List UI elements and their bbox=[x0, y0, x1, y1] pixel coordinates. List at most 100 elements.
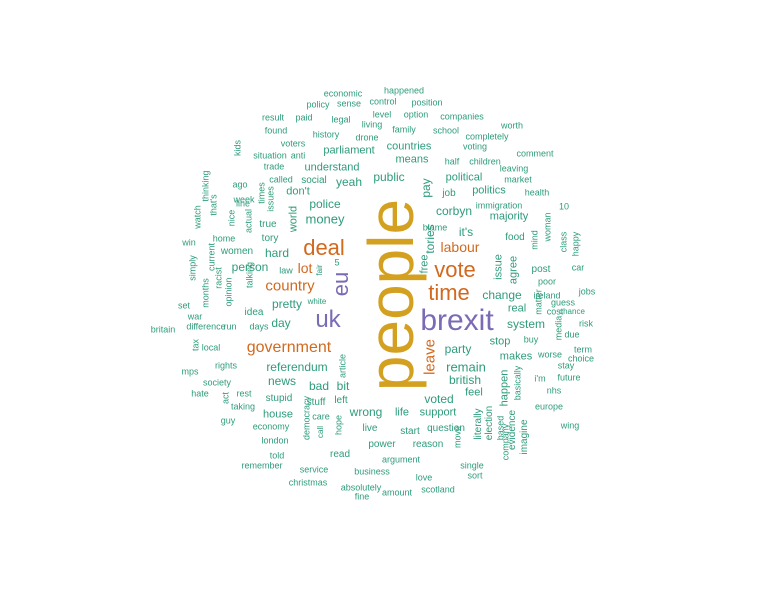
cloud-word: bit bbox=[336, 379, 350, 393]
cloud-word: days bbox=[249, 321, 269, 332]
cloud-word: britain bbox=[150, 324, 176, 335]
cloud-word: cost bbox=[546, 306, 564, 317]
cloud-word: win bbox=[182, 237, 196, 248]
cloud-word: government bbox=[246, 339, 332, 356]
cloud-word: election bbox=[484, 405, 495, 441]
cloud-word: world bbox=[287, 205, 300, 233]
cloud-word: act bbox=[220, 391, 231, 405]
cloud-word: left bbox=[334, 395, 348, 406]
cloud-word: post bbox=[531, 264, 551, 275]
cloud-word: set bbox=[177, 300, 191, 311]
cloud-word: fair bbox=[315, 264, 324, 276]
cloud-word: run bbox=[223, 321, 237, 332]
cloud-word: makes bbox=[499, 350, 533, 363]
cloud-word: london bbox=[261, 435, 289, 446]
cloud-word: real bbox=[507, 302, 527, 315]
cloud-word: called bbox=[269, 174, 293, 185]
cloud-word: true bbox=[259, 219, 277, 230]
cloud-word: drone bbox=[355, 132, 379, 143]
cloud-word: job bbox=[442, 188, 456, 199]
cloud-word: white bbox=[307, 297, 327, 306]
cloud-word: christmas bbox=[288, 477, 328, 488]
cloud-word: months bbox=[200, 278, 211, 308]
cloud-word: imagine bbox=[519, 419, 530, 455]
cloud-word: europe bbox=[534, 401, 564, 412]
cloud-word: class bbox=[558, 231, 569, 253]
cloud-word: pretty bbox=[271, 297, 303, 311]
cloud-word: stuff bbox=[306, 397, 326, 408]
cloud-word: comment bbox=[516, 148, 554, 159]
cloud-word: watch bbox=[192, 205, 203, 229]
cloud-word: tax bbox=[190, 338, 201, 352]
cloud-word: it's bbox=[458, 225, 474, 239]
cloud-word: issue bbox=[492, 254, 505, 280]
cloud-word: british bbox=[448, 373, 482, 387]
cloud-word: vote bbox=[434, 257, 476, 282]
cloud-word: free bbox=[418, 254, 431, 274]
cloud-word: stupid bbox=[265, 393, 293, 404]
cloud-word: service bbox=[299, 464, 329, 475]
cloud-word: means bbox=[395, 153, 429, 166]
cloud-word: history bbox=[312, 129, 340, 140]
cloud-word: result bbox=[261, 112, 285, 123]
cloud-word: rights bbox=[214, 360, 238, 371]
cloud-word: money bbox=[305, 211, 345, 227]
cloud-word: system bbox=[506, 317, 546, 331]
cloud-word: rest bbox=[236, 388, 252, 399]
cloud-word: level bbox=[372, 109, 392, 120]
cloud-word: food bbox=[505, 232, 525, 243]
cloud-word: issues bbox=[265, 186, 276, 212]
cloud-word: care bbox=[312, 411, 330, 422]
cloud-word: read bbox=[329, 449, 351, 460]
cloud-word: line bbox=[235, 198, 251, 209]
cloud-word: health bbox=[524, 187, 550, 198]
cloud-word: ireland bbox=[533, 290, 561, 301]
cloud-word: opinion bbox=[223, 277, 234, 307]
cloud-word: uk bbox=[315, 306, 341, 333]
cloud-word: risk bbox=[579, 318, 593, 329]
cloud-word: single bbox=[460, 460, 484, 471]
cloud-word: home bbox=[212, 233, 236, 244]
cloud-word: majority bbox=[489, 210, 529, 223]
cloud-word: racist bbox=[213, 267, 224, 289]
cloud-word: economic bbox=[323, 88, 363, 99]
cloud-word: voters bbox=[280, 138, 306, 149]
cloud-word: sense bbox=[336, 98, 362, 109]
cloud-word: public bbox=[373, 170, 405, 184]
cloud-word: bad bbox=[308, 379, 330, 393]
cloud-word: war bbox=[187, 311, 203, 322]
cloud-word: term bbox=[574, 344, 592, 355]
cloud-word: stay bbox=[557, 360, 575, 371]
cloud-word: day bbox=[271, 316, 291, 330]
cloud-word: local bbox=[201, 342, 221, 353]
cloud-word: wrong bbox=[349, 405, 383, 419]
cloud-word: politics bbox=[472, 184, 506, 197]
cloud-word: power bbox=[368, 439, 396, 450]
cloud-word: actual bbox=[243, 208, 254, 234]
cloud-word: leaving bbox=[499, 163, 529, 174]
cloud-word: mind bbox=[529, 230, 540, 250]
cloud-word: voted bbox=[424, 392, 454, 406]
cloud-word: feel bbox=[465, 386, 483, 399]
cloud-word: choice bbox=[567, 353, 595, 364]
cloud-word: companies bbox=[440, 111, 484, 122]
cloud-word: i'm bbox=[534, 373, 546, 384]
cloud-word: labour bbox=[440, 239, 480, 255]
cloud-word: people bbox=[355, 198, 427, 392]
cloud-word: start bbox=[400, 426, 420, 437]
cloud-word: amount bbox=[381, 487, 413, 498]
cloud-word: remain bbox=[446, 359, 486, 375]
cloud-word: that's bbox=[208, 194, 219, 216]
cloud-word: poor bbox=[537, 276, 557, 287]
cloud-word: change bbox=[482, 288, 522, 302]
cloud-word: hope bbox=[333, 414, 344, 436]
cloud-word: stop bbox=[489, 335, 511, 348]
cloud-word: house bbox=[263, 408, 293, 421]
cloud-word: democracy bbox=[301, 395, 312, 441]
cloud-word: party bbox=[444, 342, 472, 356]
cloud-word: kids bbox=[232, 139, 243, 157]
cloud-word: living bbox=[361, 119, 383, 130]
cloud-word: nice bbox=[226, 209, 237, 227]
cloud-word: sort bbox=[467, 470, 483, 481]
cloud-word: position bbox=[411, 97, 443, 108]
